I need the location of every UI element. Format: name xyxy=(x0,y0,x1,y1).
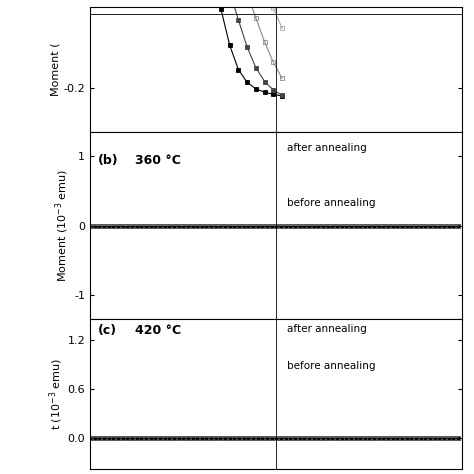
Text: 420 °C: 420 °C xyxy=(135,324,181,337)
Y-axis label: t (10$^{-3}$ emu): t (10$^{-3}$ emu) xyxy=(47,358,64,430)
Y-axis label: Moment (10$^{-3}$ emu): Moment (10$^{-3}$ emu) xyxy=(54,169,72,282)
Text: before annealing: before annealing xyxy=(287,198,376,208)
Text: after annealing: after annealing xyxy=(287,324,367,334)
Text: (c): (c) xyxy=(98,324,117,337)
Text: (b): (b) xyxy=(98,155,118,167)
Text: after annealing: after annealing xyxy=(287,143,367,153)
Text: before annealing: before annealing xyxy=(287,361,376,371)
Y-axis label: Moment (: Moment ( xyxy=(51,43,61,96)
Text: 360 °C: 360 °C xyxy=(135,155,181,167)
